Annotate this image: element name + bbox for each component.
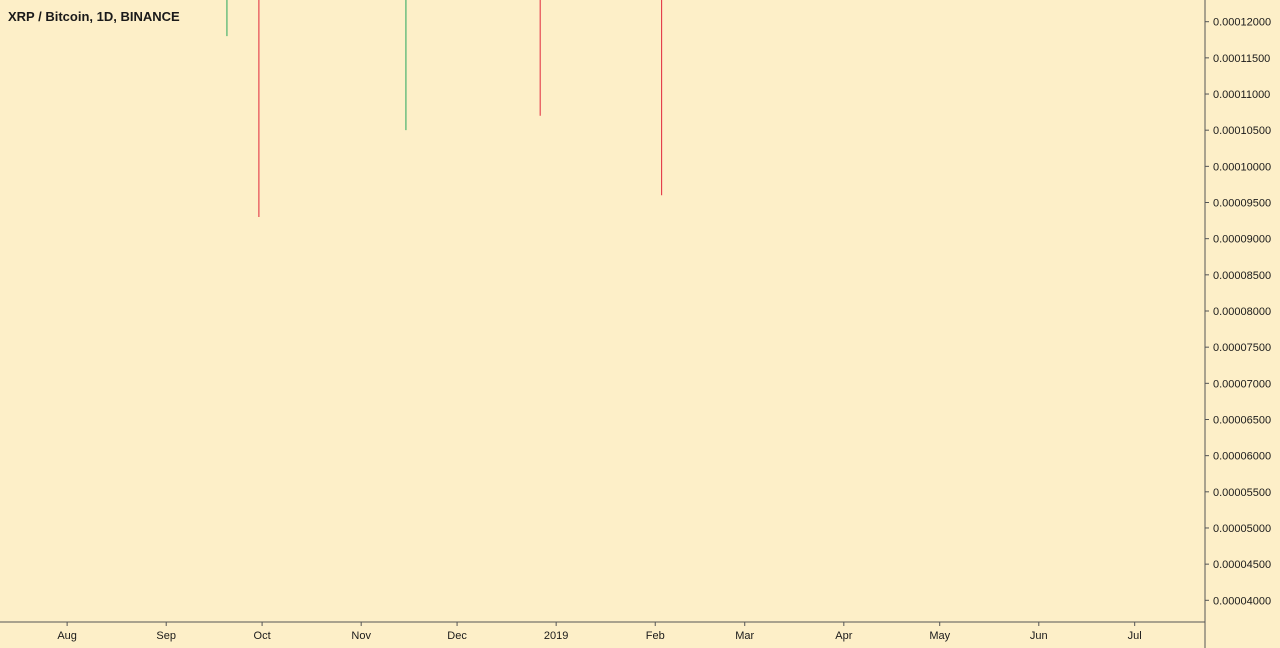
x-tick-label: Dec [447, 630, 467, 642]
x-tick-label: Aug [57, 630, 77, 642]
y-tick-label: 0.00007000 [1213, 378, 1271, 390]
x-tick-label: Apr [835, 630, 852, 642]
x-tick-label: Oct [254, 630, 271, 642]
y-tick-label: 0.00004500 [1213, 559, 1271, 571]
axes [0, 0, 1206, 648]
y-tick-label: 0.00009500 [1213, 198, 1271, 210]
x-tick-label: Nov [351, 630, 371, 642]
y-tick-label: 0.00008000 [1213, 306, 1271, 318]
y-tick-label: 0.00005000 [1213, 523, 1271, 535]
y-axis-ticks: 0.00012000 0.00011500 0.00011000 0.00010500… [1205, 17, 1271, 607]
y-tick-label: 0.00010000 [1213, 161, 1271, 173]
y-tick-label: 0.00011000 [1213, 89, 1270, 101]
x-tick-label: Sep [156, 630, 176, 642]
y-tick-label: 0.00011500 [1213, 53, 1270, 65]
x-axis-ticks: Aug Sep Oct Nov Dec 2019 Feb Mar Apr May Jun Jul [57, 622, 1142, 642]
x-tick-label: Mar [735, 630, 754, 642]
y-tick-label: 0.00012000 [1213, 17, 1271, 29]
y-tick-label: 0.00004000 [1213, 595, 1271, 607]
y-tick-label: 0.00007500 [1213, 342, 1271, 354]
x-tick-label: May [929, 630, 950, 642]
y-tick-label: 0.00009000 [1213, 234, 1271, 246]
x-tick-label: Jul [1128, 630, 1142, 642]
x-tick-label: Feb [646, 630, 665, 642]
y-tick-label: 0.00006000 [1213, 451, 1271, 463]
candlesticks [226, 0, 663, 217]
x-tick-label: Jun [1030, 630, 1048, 642]
y-tick-label: 0.00010500 [1213, 125, 1271, 137]
x-tick-label: 2019 [544, 630, 568, 642]
y-tick-label: 0.00005500 [1213, 487, 1271, 499]
chart-title: XRP / Bitcoin, 1D, BINANCE [8, 9, 180, 24]
y-tick-label: 0.00008500 [1213, 270, 1271, 282]
y-tick-label: 0.00006500 [1213, 414, 1271, 426]
